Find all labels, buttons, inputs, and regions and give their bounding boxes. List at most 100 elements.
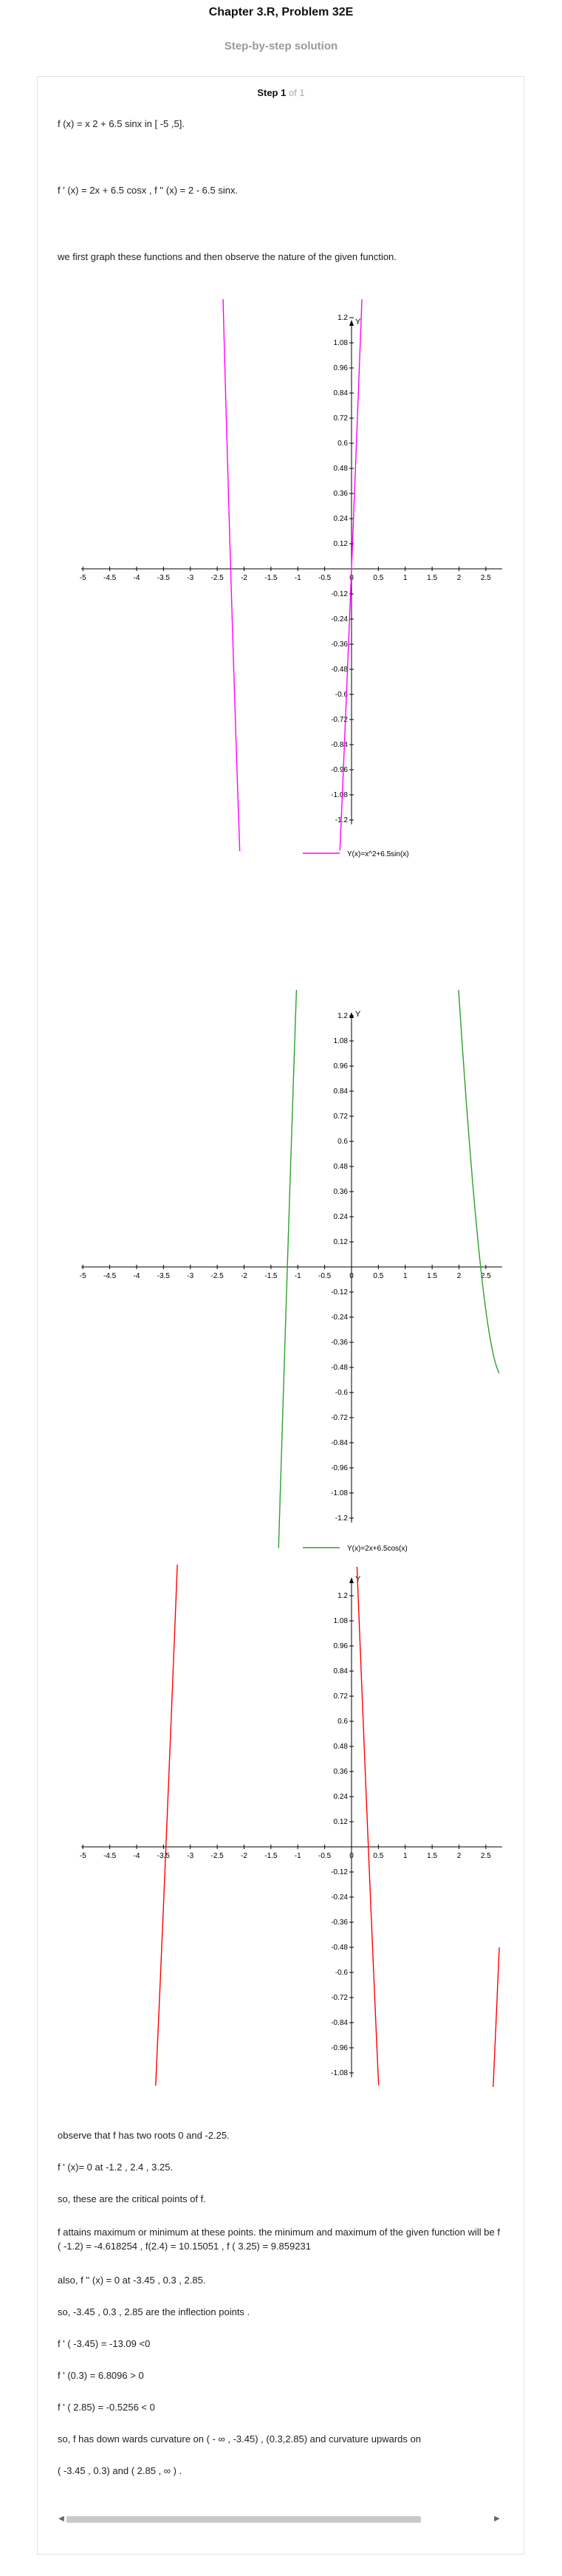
y-tick-label: -0.96 (331, 1464, 348, 1472)
x-tick-label: -0.5 (318, 1272, 332, 1280)
series-line (339, 299, 363, 851)
y-tick-label: 0.84 (334, 1667, 349, 1675)
y-tick-label: 0.24 (334, 1793, 349, 1801)
x-tick-label: 0.5 (373, 1272, 383, 1280)
text-line-test-3: f ' ( 2.85) = -0.5256 < 0 (58, 2402, 155, 2413)
y-tick-label: 0.72 (334, 1692, 349, 1701)
x-tick-label: -1.5 (264, 574, 278, 582)
x-tick-label: -3.5 (157, 1272, 171, 1280)
y-tick-label: -0.24 (331, 615, 348, 623)
x-tick-label: -4.5 (103, 1272, 117, 1280)
y-tick-label: -0.36 (331, 1919, 348, 1927)
y-tick-label: -0.84 (331, 1439, 348, 1447)
x-tick-label: 2.5 (481, 1852, 491, 1860)
x-tick-label: 1 (403, 1852, 408, 1860)
x-tick-label: 2 (457, 1852, 462, 1860)
series-line (222, 299, 241, 852)
text-line-function: f (x) = x 2 + 6.5 sinx in [ -5 ,5]. (58, 118, 185, 129)
y-tick-label: 0.84 (334, 1087, 349, 1096)
step-indicator: Step 1 of 1 (0, 87, 562, 98)
y-tick-label: 1.2 (337, 314, 348, 322)
series-line (155, 1564, 178, 2086)
y-tick-label: 0.12 (334, 1238, 349, 1246)
x-tick-label: 0 (349, 1852, 354, 1860)
horizontal-scrollbar[interactable]: ◀ ▶ (58, 2514, 501, 2524)
scroll-left-arrow-icon[interactable]: ◀ (58, 2515, 64, 2523)
y-tick-label: 0.36 (334, 1188, 349, 1196)
scroll-right-arrow-icon[interactable]: ▶ (494, 2515, 500, 2523)
y-tick-label: 1.2 (337, 1012, 348, 1020)
y-tick-label: 0.24 (334, 515, 349, 523)
x-tick-label: -3 (187, 574, 193, 582)
x-tick-label: -3.5 (157, 1852, 171, 1860)
x-tick-label: 1.5 (427, 1852, 437, 1860)
y-tick-label: -1.08 (331, 791, 348, 799)
y-tick-label: -0.12 (331, 1288, 348, 1296)
x-tick-label: 2.5 (481, 574, 491, 582)
y-tick-label: 0.24 (334, 1213, 349, 1221)
x-tick-label: -4.5 (103, 1852, 117, 1860)
solution-card (37, 76, 524, 2555)
x-tick-label: -4 (134, 1852, 140, 1860)
text-line-test-2: f ' (0.3) = 6.8096 > 0 (58, 2370, 144, 2381)
x-tick-label: -2 (241, 574, 247, 582)
scroll-thumb[interactable] (66, 2516, 421, 2523)
y-tick-label: -0.6 (335, 1389, 349, 1397)
y-tick-label: 0.48 (334, 465, 349, 473)
series-line (458, 990, 500, 1374)
x-tick-label: -1 (295, 1272, 301, 1280)
y-tick-label: 0.72 (334, 1113, 349, 1121)
x-tick-label: 0.5 (373, 1852, 383, 1860)
y-tick-label: -1.08 (331, 2069, 348, 2077)
y-tick-label: 0.84 (334, 389, 349, 397)
text-line-extrema: f attains maximum or minimum at these po… (58, 2227, 500, 2252)
x-tick-label: -3 (187, 1272, 193, 1280)
chart-3: Y -5 -4.5 -4 -3.5 -3 -2.5 -2 -1.5 -1 -0.5 0 0.5 1 1.5 2… (0, 1562, 562, 2087)
y-tick-label: -1.2 (335, 1514, 349, 1523)
y-tick-label: -0.36 (331, 640, 348, 649)
legend-label: Y(x)=2x+6.5cos(x) (347, 1545, 408, 1553)
text-line-inflection: so, -3.45 , 0.3 , 2.85 are the inflectio… (58, 2306, 250, 2317)
y-tick-label: 0.72 (334, 414, 349, 423)
y-tick-label: -0.12 (331, 590, 348, 598)
x-tick-label: -1.5 (264, 1272, 278, 1280)
x-tick-label: -2 (241, 1272, 247, 1280)
y-tick-label: 0.36 (334, 490, 349, 498)
y-axis-label: Y (355, 1010, 361, 1019)
x-tick-label: -5 (80, 1852, 86, 1860)
y-axis-arrow-icon (349, 320, 354, 326)
y-tick-label: 0.48 (334, 1743, 349, 1751)
y-tick-label: 0.96 (334, 364, 349, 372)
y-tick-label: 0.12 (334, 540, 349, 548)
x-tick-label: -5 (80, 574, 86, 582)
text-line-fprime-zero: f ' (x)= 0 at -1.2 , 2.4 , 3.25. (58, 2162, 174, 2173)
text-line-roots: observe that f has two roots 0 and -2.25… (58, 2130, 230, 2141)
y-tick-label: 0.48 (334, 1163, 349, 1171)
y-tick-label: -0.84 (331, 741, 348, 749)
y-tick-label: -0.48 (331, 1364, 348, 1372)
x-tick-label: 2.5 (481, 1272, 491, 1280)
y-tick-label: -0.84 (331, 2019, 348, 2027)
y-tick-label: 0.36 (334, 1768, 349, 1776)
y-tick-label: -0.36 (331, 1339, 348, 1347)
y-tick-label: -0.24 (331, 1893, 348, 1902)
x-tick-label: -1 (295, 1852, 301, 1860)
chart-1: Y -5 -4.5 -4 -3.5 -3 -2.5 -2 -1.5 -1 -0.5 0 0.5 1 1.5 2… (0, 299, 562, 875)
series-line (356, 1566, 380, 2085)
x-tick-label: -2.5 (211, 574, 225, 582)
x-tick-label: 0 (349, 1272, 354, 1280)
series-line (278, 990, 298, 1548)
y-tick-label: 0.96 (334, 1062, 349, 1070)
y-tick-label: 1.08 (334, 1617, 349, 1625)
y-tick-label: -0.96 (331, 2044, 348, 2052)
y-tick-label: -0.72 (331, 1994, 348, 2002)
y-tick-label: -0.6 (335, 691, 349, 699)
y-tick-label: -0.72 (331, 1414, 348, 1422)
y-tick-label: -0.72 (331, 716, 348, 724)
x-tick-label: 1.5 (427, 574, 437, 582)
legend-label: Y(x)=x^2+6.5sin(x) (347, 850, 409, 858)
text-line-test-1: f ' ( -3.45) = -13.09 <0 (58, 2338, 151, 2349)
x-tick-label: -4.5 (103, 574, 117, 582)
y-axis-label: Y (355, 318, 361, 327)
text-line-curvature-2: ( -3.45 , 0.3) and ( 2.85 , ∞ ) . (58, 2465, 182, 2476)
